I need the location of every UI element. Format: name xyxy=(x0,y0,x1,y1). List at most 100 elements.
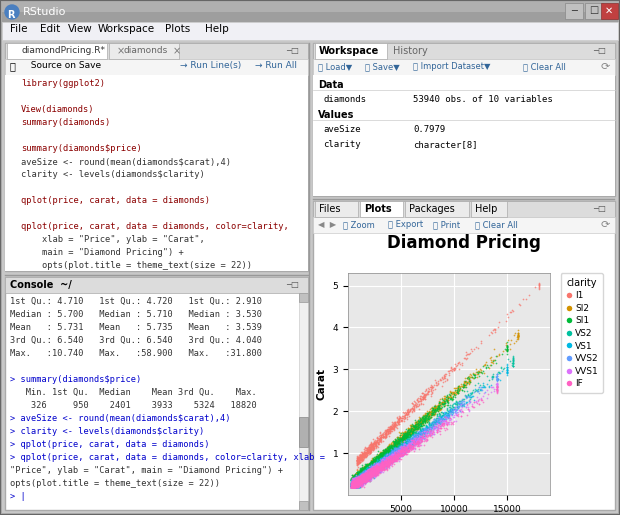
Point xyxy=(354,477,364,486)
Point xyxy=(380,450,390,458)
Point xyxy=(398,435,408,443)
Point xyxy=(355,466,365,474)
Point xyxy=(347,483,356,491)
Point xyxy=(410,420,420,428)
Point xyxy=(371,461,381,470)
Point xyxy=(393,438,403,446)
Point xyxy=(410,423,420,431)
Point xyxy=(394,428,404,436)
Point xyxy=(350,472,360,480)
Point xyxy=(375,449,385,457)
Point xyxy=(363,468,373,476)
Point xyxy=(378,465,388,473)
Point xyxy=(369,460,379,469)
Point xyxy=(353,469,363,477)
Point xyxy=(390,445,400,454)
Point xyxy=(412,436,422,444)
Point xyxy=(379,454,389,462)
Point xyxy=(399,409,409,417)
Point xyxy=(348,483,358,491)
Point xyxy=(360,475,370,483)
Point xyxy=(368,465,378,473)
Point xyxy=(468,369,478,377)
Point xyxy=(430,423,440,431)
Point xyxy=(371,438,381,446)
Point xyxy=(350,477,360,486)
Point xyxy=(350,475,360,483)
Point xyxy=(388,449,397,457)
Point xyxy=(410,432,420,440)
Point xyxy=(446,389,456,397)
Point xyxy=(367,465,377,473)
Point xyxy=(438,415,448,423)
Point xyxy=(439,421,449,429)
Point xyxy=(417,429,427,437)
Point xyxy=(355,474,365,482)
Point xyxy=(357,452,367,460)
Point xyxy=(409,437,419,445)
Point xyxy=(469,370,479,378)
Point xyxy=(360,475,370,484)
Point xyxy=(376,454,386,462)
Point xyxy=(352,481,362,489)
Point xyxy=(395,445,405,453)
Point xyxy=(347,475,356,484)
Point xyxy=(422,414,432,422)
Point xyxy=(446,395,456,403)
Point xyxy=(441,411,451,419)
Point xyxy=(420,413,430,421)
Point xyxy=(358,475,368,483)
Point xyxy=(350,481,360,489)
Point xyxy=(391,450,401,458)
Point xyxy=(358,465,368,473)
Point xyxy=(373,457,383,465)
Point xyxy=(412,426,422,434)
Point xyxy=(355,476,365,485)
Point xyxy=(352,480,361,489)
Point xyxy=(372,458,382,466)
Point xyxy=(383,456,393,464)
Point xyxy=(350,475,360,483)
Point xyxy=(349,475,359,484)
Point xyxy=(356,471,366,479)
Point xyxy=(355,473,365,482)
Text: 1st Qu.: 4.710   1st Qu.: 4.720   1st Qu.: 2.910: 1st Qu.: 4.710 1st Qu.: 4.720 1st Qu.: 2… xyxy=(10,297,262,306)
Point xyxy=(362,475,372,484)
Point xyxy=(373,459,383,467)
Point xyxy=(348,480,358,488)
Point xyxy=(394,443,404,452)
Point xyxy=(371,469,381,477)
Point xyxy=(348,476,358,484)
Point xyxy=(347,481,357,489)
Point xyxy=(420,410,430,419)
Point xyxy=(362,473,372,482)
Point xyxy=(392,455,402,463)
Point xyxy=(373,465,383,473)
Point xyxy=(350,483,360,491)
Point xyxy=(363,470,373,478)
Point xyxy=(381,458,391,466)
Point xyxy=(356,473,366,482)
Point xyxy=(464,377,474,385)
Point xyxy=(401,450,411,458)
Point xyxy=(364,464,374,472)
Point xyxy=(389,455,399,463)
Point xyxy=(366,472,376,480)
Point xyxy=(365,466,375,474)
Point xyxy=(368,471,378,479)
Point xyxy=(371,463,381,471)
Point xyxy=(365,461,375,470)
Point xyxy=(391,440,401,449)
Point xyxy=(362,472,372,480)
Point xyxy=(356,475,366,483)
Point xyxy=(362,444,372,452)
Point xyxy=(356,456,366,465)
Point xyxy=(347,479,356,488)
Point xyxy=(356,455,366,463)
Point xyxy=(408,430,418,438)
Point xyxy=(360,468,370,476)
Point xyxy=(386,444,396,452)
Point xyxy=(388,425,398,434)
Point xyxy=(399,450,409,458)
Point xyxy=(357,468,367,476)
